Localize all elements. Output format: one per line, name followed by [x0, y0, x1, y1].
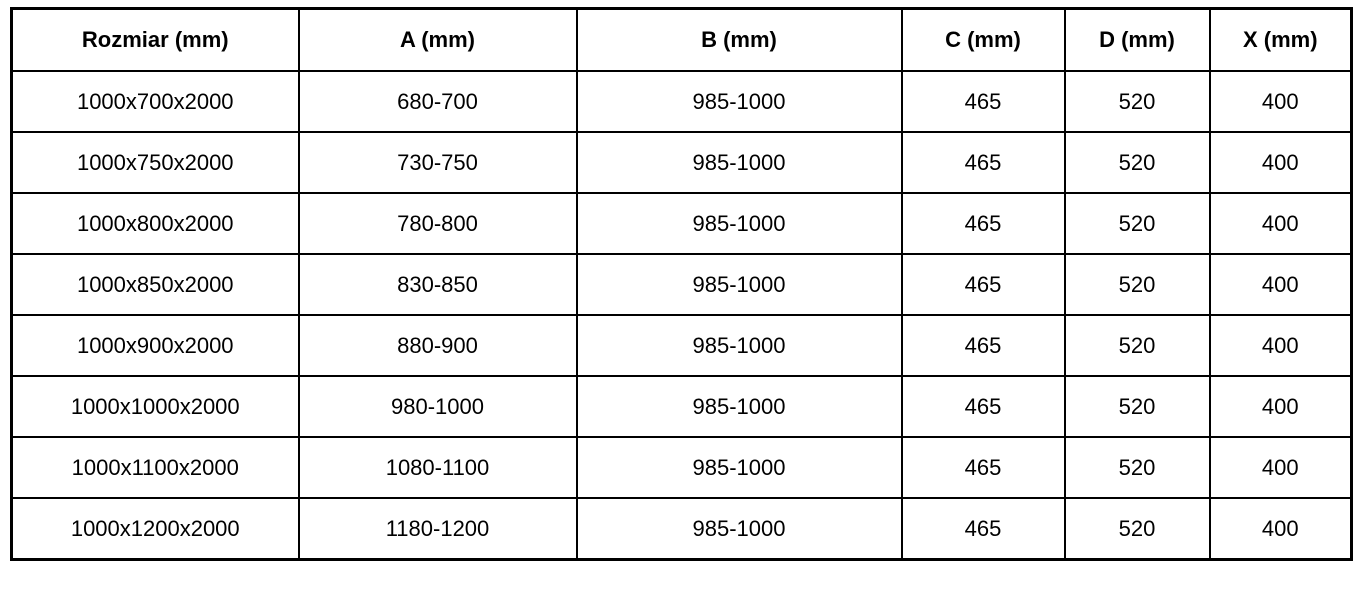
table-cell-b: 985-1000	[575, 253, 903, 316]
table-cell-c: 465	[900, 253, 1066, 316]
table-cell-c: 465	[900, 131, 1066, 194]
table-cell-d: 520	[1063, 70, 1211, 133]
table-cell-d: 520	[1063, 131, 1211, 194]
table-cell-b: 985-1000	[575, 436, 903, 499]
table-cell-d: 520	[1063, 192, 1211, 255]
table-cell-rozmiar: 1000x700x2000	[10, 70, 300, 133]
header-row: Rozmiar (mm) A (mm) B (mm) C (mm) D (mm) X (m…	[10, 7, 1353, 72]
table-row: 1000x850x2000 830-850 985-1000 465 520 400	[10, 253, 1353, 316]
table-cell-d: 520	[1063, 253, 1211, 316]
table-cell-c: 465	[900, 192, 1066, 255]
column-header-b: B (mm)	[575, 7, 903, 72]
table-cell-b: 985-1000	[575, 497, 903, 561]
table-cell-x: 400	[1208, 70, 1353, 133]
table-cell-x: 400	[1208, 375, 1353, 438]
table-cell-b: 985-1000	[575, 70, 903, 133]
column-header-a: A (mm)	[297, 7, 578, 72]
table-cell-a: 1180-1200	[297, 497, 578, 561]
table-cell-x: 400	[1208, 436, 1353, 499]
table-cell-a: 880-900	[297, 314, 578, 377]
table-cell-rozmiar: 1000x1000x2000	[10, 375, 300, 438]
table-cell-rozmiar: 1000x850x2000	[10, 253, 300, 316]
table-cell-rozmiar: 1000x750x2000	[10, 131, 300, 194]
table-cell-c: 465	[900, 436, 1066, 499]
table-cell-x: 400	[1208, 131, 1353, 194]
table-cell-rozmiar: 1000x1100x2000	[10, 436, 300, 499]
table-cell-x: 400	[1208, 314, 1353, 377]
table-row: 1000x1000x2000 980-1000 985-1000 465 520 400	[10, 375, 1353, 438]
table-cell-a: 780-800	[297, 192, 578, 255]
table-cell-d: 520	[1063, 375, 1211, 438]
column-header-c: C (mm)	[900, 7, 1066, 72]
table-row: 1000x800x2000 780-800 985-1000 465 520 400	[10, 192, 1353, 255]
table-cell-d: 520	[1063, 436, 1211, 499]
table-cell-d: 520	[1063, 497, 1211, 561]
column-header-rozmiar: Rozmiar (mm)	[10, 7, 300, 72]
table-row: 1000x750x2000 730-750 985-1000 465 520 400	[10, 131, 1353, 194]
table-cell-x: 400	[1208, 253, 1353, 316]
table-cell-b: 985-1000	[575, 192, 903, 255]
table-cell-a: 830-850	[297, 253, 578, 316]
table-row: 1000x1200x2000 1180-1200 985-1000 465 520 400	[10, 497, 1353, 561]
table-cell-b: 985-1000	[575, 131, 903, 194]
table-cell-x: 400	[1208, 192, 1353, 255]
column-header-d: D (mm)	[1063, 7, 1211, 72]
table-row: 1000x900x2000 880-900 985-1000 465 520 400	[10, 314, 1353, 377]
table-cell-a: 980-1000	[297, 375, 578, 438]
column-header-x: X (mm)	[1208, 7, 1353, 72]
table-cell-rozmiar: 1000x900x2000	[10, 314, 300, 377]
table-cell-rozmiar: 1000x800x2000	[10, 192, 300, 255]
table-cell-a: 1080-1100	[297, 436, 578, 499]
table-cell-x: 400	[1208, 497, 1353, 561]
table-cell-d: 520	[1063, 314, 1211, 377]
table-cell-a: 730-750	[297, 131, 578, 194]
table-cell-c: 465	[900, 375, 1066, 438]
table-row: 1000x1100x2000 1080-1100 985-1000 465 520 400	[10, 436, 1353, 499]
table-cell-rozmiar: 1000x1200x2000	[10, 497, 300, 561]
table-cell-b: 985-1000	[575, 375, 903, 438]
table-cell-b: 985-1000	[575, 314, 903, 377]
dimensions-table: Rozmiar (mm) A (mm) B (mm) C (mm) D (mm) X (m…	[10, 7, 1353, 561]
table-cell-c: 465	[900, 70, 1066, 133]
table-row: 1000x700x2000 680-700 985-1000 465 520 400	[10, 70, 1353, 133]
table-cell-c: 465	[900, 314, 1066, 377]
table-cell-a: 680-700	[297, 70, 578, 133]
table-cell-c: 465	[900, 497, 1066, 561]
